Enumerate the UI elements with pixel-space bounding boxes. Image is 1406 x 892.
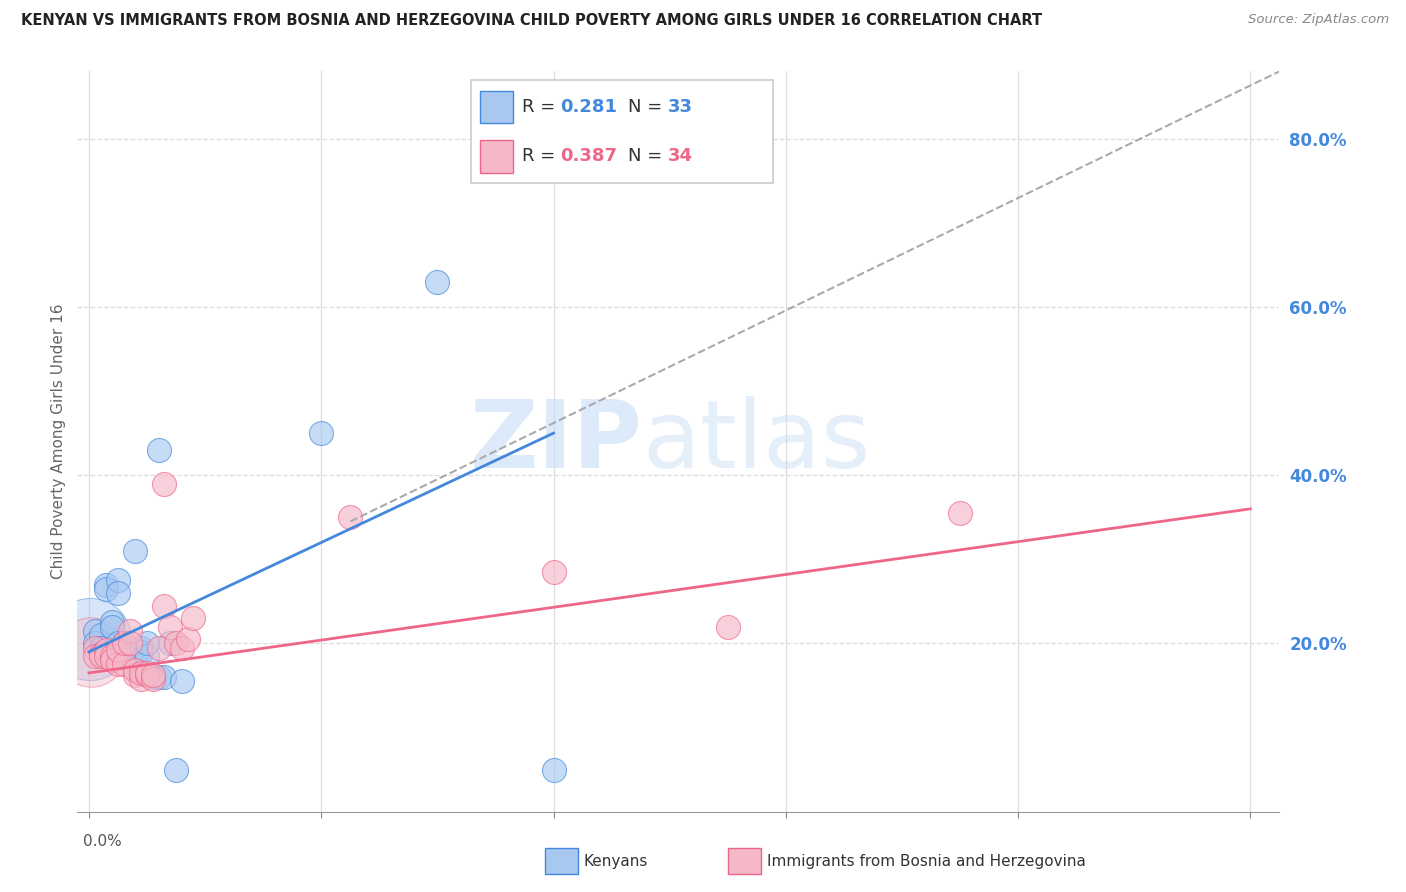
Point: [90, 640, 112, 655]
Text: R =: R =: [523, 98, 561, 116]
Point: [717, 619, 740, 633]
Point: [107, 586, 129, 600]
Point: [112, 636, 135, 650]
Point: [124, 664, 146, 678]
Text: KENYAN VS IMMIGRANTS FROM BOSNIA AND HERZEGOVINA CHILD POVERTY AMONG GIRLS UNDER: KENYAN VS IMMIGRANTS FROM BOSNIA AND HER…: [21, 13, 1042, 29]
Point: [183, 611, 205, 625]
Point: [148, 640, 170, 655]
Text: N =: N =: [628, 147, 668, 165]
Point: [165, 763, 187, 777]
Point: [83, 649, 105, 664]
FancyBboxPatch shape: [471, 80, 773, 183]
Point: [142, 672, 165, 686]
Point: [339, 510, 361, 524]
Point: [159, 619, 181, 633]
Text: 34: 34: [668, 147, 693, 165]
Point: [170, 640, 193, 655]
Point: [543, 763, 565, 777]
Point: [153, 670, 176, 684]
Point: [90, 647, 112, 661]
Point: [170, 674, 193, 689]
Point: [136, 665, 159, 680]
Point: [79, 632, 101, 647]
Text: Source: ZipAtlas.com: Source: ZipAtlas.com: [1249, 13, 1389, 27]
Point: [112, 657, 135, 672]
Point: [80, 645, 103, 659]
Point: [124, 653, 146, 667]
Point: [426, 275, 449, 289]
Point: [165, 636, 187, 650]
Point: [107, 574, 129, 588]
Point: [543, 565, 565, 579]
Text: N =: N =: [628, 98, 668, 116]
Point: [83, 624, 105, 638]
Point: [153, 599, 176, 613]
Point: [124, 667, 146, 681]
Point: [159, 636, 181, 650]
Text: Kenyans: Kenyans: [583, 854, 648, 869]
Point: [90, 647, 112, 661]
Point: [112, 640, 135, 655]
Point: [101, 619, 124, 633]
Text: 33: 33: [668, 98, 693, 116]
Text: 0.281: 0.281: [560, 98, 617, 116]
Point: [101, 653, 124, 667]
Point: [142, 670, 165, 684]
Text: ZIP: ZIP: [470, 395, 643, 488]
Y-axis label: Child Poverty Among Girls Under 16: Child Poverty Among Girls Under 16: [51, 304, 66, 579]
Point: [101, 649, 124, 664]
Point: [148, 670, 170, 684]
Text: 0.0%: 0.0%: [83, 834, 122, 849]
Point: [107, 643, 129, 657]
Bar: [479, 91, 513, 123]
Point: [153, 476, 176, 491]
Text: Immigrants from Bosnia and Herzegovina: Immigrants from Bosnia and Herzegovina: [766, 854, 1085, 869]
Text: atlas: atlas: [643, 395, 870, 488]
Point: [90, 649, 112, 664]
Point: [129, 665, 152, 680]
Point: [118, 624, 141, 638]
Point: [136, 649, 159, 664]
Text: R =: R =: [523, 147, 561, 165]
Point: [107, 657, 129, 672]
Point: [136, 636, 159, 650]
Point: [90, 628, 112, 642]
Point: [309, 426, 332, 441]
Point: [96, 582, 118, 596]
Point: [124, 657, 146, 672]
Point: [96, 643, 118, 657]
Point: [949, 506, 972, 520]
Point: [124, 544, 146, 558]
Point: [118, 653, 141, 667]
Point: [101, 615, 124, 630]
Point: [112, 636, 135, 650]
Point: [142, 667, 165, 681]
Point: [83, 640, 105, 655]
Point: [136, 668, 159, 682]
Point: [96, 649, 118, 664]
Text: 0.387: 0.387: [560, 147, 617, 165]
Point: [129, 645, 152, 659]
Point: [107, 636, 129, 650]
Bar: [546, 848, 578, 874]
Point: [129, 640, 152, 655]
Point: [118, 649, 141, 664]
Point: [118, 636, 141, 650]
Bar: [479, 140, 513, 173]
Point: [96, 577, 118, 591]
Point: [83, 636, 105, 650]
Point: [129, 672, 152, 686]
Point: [148, 442, 170, 457]
Bar: [728, 848, 761, 874]
Point: [176, 632, 198, 647]
